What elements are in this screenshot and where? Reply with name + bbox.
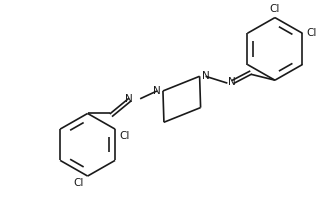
Text: N: N (202, 71, 209, 81)
Text: Cl: Cl (73, 178, 84, 188)
Text: N: N (126, 94, 133, 104)
Text: N: N (228, 77, 236, 87)
Text: Cl: Cl (119, 131, 129, 141)
Text: Cl: Cl (270, 4, 280, 14)
Text: Cl: Cl (306, 28, 317, 38)
Text: N: N (153, 86, 161, 96)
